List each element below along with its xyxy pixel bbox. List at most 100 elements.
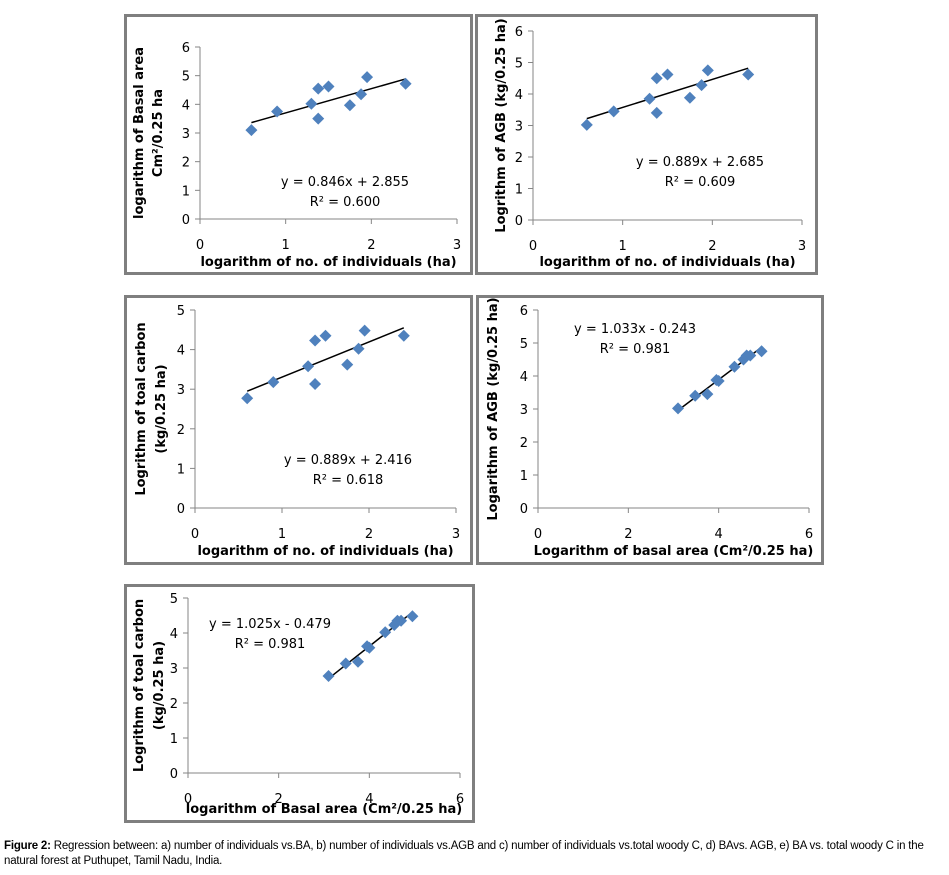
y-tick-label: 5 (520, 337, 528, 352)
data-point (271, 105, 284, 118)
x-tick-label: 2 (367, 238, 375, 253)
data-point (341, 358, 354, 371)
y-tick-label: 6 (515, 25, 523, 40)
y-tick-label: 6 (520, 304, 528, 319)
r-squared-label: R² = 0.981 (235, 637, 306, 652)
y-tick-label: 3 (177, 383, 185, 398)
data-point (712, 374, 725, 387)
x-tick-label: 0 (534, 527, 542, 542)
r-squared-label: R² = 0.981 (600, 342, 671, 357)
y-tick-label: 4 (182, 98, 190, 113)
x-tick-label: 1 (278, 527, 286, 542)
x-tick-label: 1 (619, 239, 627, 254)
y-tick-label: 0 (520, 502, 528, 517)
data-point (352, 342, 365, 355)
x-axis-title: logarithm of Basal area (Cm²/0.25 ha) (186, 802, 463, 817)
chart-c: 0 1 2 3 4 5 0 1 2 3 logarithm of no. of individual… (134, 304, 460, 559)
x-tick-label: 0 (184, 792, 192, 807)
data-point (695, 79, 708, 92)
chart-panel-b (475, 14, 818, 275)
chart-panel-a (124, 14, 473, 275)
data-point (683, 91, 696, 104)
data-point (672, 402, 685, 415)
r-squared-label: R² = 0.618 (313, 473, 384, 488)
y-tick-label: 1 (170, 732, 178, 747)
x-tick-label: 6 (805, 527, 813, 542)
data-point (302, 360, 315, 373)
chart-panel-c (124, 295, 473, 565)
chart-d: 0 1 2 3 4 5 6 0 2 4 6 Logarithm of basal area (Cm²/… (486, 297, 813, 559)
x-tick-label: 0 (191, 527, 199, 542)
data-point (343, 99, 356, 112)
y-axis-title: logarithm of Basal area (132, 47, 147, 219)
data-point (267, 376, 280, 389)
r-squared-label: R² = 0.600 (310, 195, 381, 210)
data-point (312, 82, 325, 95)
y-tick-label: 4 (170, 627, 178, 642)
x-tick-label: 6 (456, 792, 464, 807)
y-axis-title: Cm²/0.25 ha (151, 89, 166, 177)
data-point (322, 80, 335, 93)
data-point (399, 77, 412, 90)
y-tick-label: 2 (177, 423, 185, 438)
regression-equation: y = 1.025x - 0.479 (209, 617, 331, 632)
data-point (355, 88, 368, 101)
y-tick-label: 1 (515, 183, 523, 198)
y-tick-label: 3 (520, 403, 528, 418)
data-point (379, 626, 392, 639)
chart-a: 0 1 2 3 4 5 6 0 1 2 3 logarithm of no. of individua… (132, 41, 461, 270)
x-tick-label: 0 (529, 239, 537, 254)
data-point (245, 124, 258, 137)
data-point (358, 324, 371, 337)
y-tick-label: 2 (182, 156, 190, 171)
x-tick-label: 3 (453, 238, 461, 253)
data-point (650, 106, 663, 119)
caption-text: Regression between: a) number of individ… (4, 840, 924, 867)
y-tick-label: 0 (177, 502, 185, 517)
y-axis-title: Logrithm of toal carbon (132, 599, 147, 772)
data-point (650, 72, 663, 85)
y-tick-label: 2 (170, 697, 178, 712)
data-point (309, 334, 322, 347)
y-tick-label: 1 (182, 184, 190, 199)
r-squared-label: R² = 0.609 (665, 175, 736, 190)
x-tick-label: 4 (365, 792, 373, 807)
data-point (701, 388, 714, 401)
x-tick-label: 0 (196, 238, 204, 253)
x-tick-label: 2 (275, 792, 283, 807)
y-axis-title: Logrithm of AGB (kg/0.25 ha) (494, 18, 509, 232)
x-axis-title: logarithm of no. of individuals (ha) (197, 544, 453, 559)
data-point (361, 71, 374, 84)
y-tick-label: 3 (182, 127, 190, 142)
y-tick-label: 0 (182, 213, 190, 228)
regression-equation: y = 0.846x + 2.855 (281, 175, 409, 190)
y-tick-label: 5 (182, 70, 190, 85)
y-tick-label: 1 (177, 462, 185, 477)
y-tick-label: 2 (520, 436, 528, 451)
data-point (241, 392, 254, 405)
caption-label: Figure 2: (4, 840, 51, 852)
y-tick-label: 3 (515, 120, 523, 135)
chart-panel-e (124, 584, 475, 823)
data-point (406, 610, 419, 623)
chart-panel-d (476, 295, 824, 565)
data-point (339, 657, 352, 670)
x-axis-title: logarithm of no. of individuals (ha) (200, 255, 456, 270)
x-axis-title: logarithm of no. of individuals (ha) (539, 255, 795, 270)
data-point (397, 329, 410, 342)
y-tick-label: 4 (520, 370, 528, 385)
y-tick-label: 0 (170, 767, 178, 782)
y-tick-label: 5 (515, 57, 523, 72)
data-point (744, 349, 757, 362)
x-axis-title: Logarithm of basal area (Cm²/0.25 ha) (534, 544, 814, 559)
y-axis-title: Logrithm of toal carbon (134, 322, 149, 495)
data-point (305, 97, 318, 110)
x-tick-label: 2 (708, 239, 716, 254)
regression-equation: y = 1.033x - 0.243 (574, 322, 696, 337)
y-tick-label: 6 (182, 41, 190, 56)
x-tick-label: 1 (282, 238, 290, 253)
data-point (701, 64, 714, 77)
figure-caption: Figure 2: Regression between: a) number … (4, 839, 944, 869)
